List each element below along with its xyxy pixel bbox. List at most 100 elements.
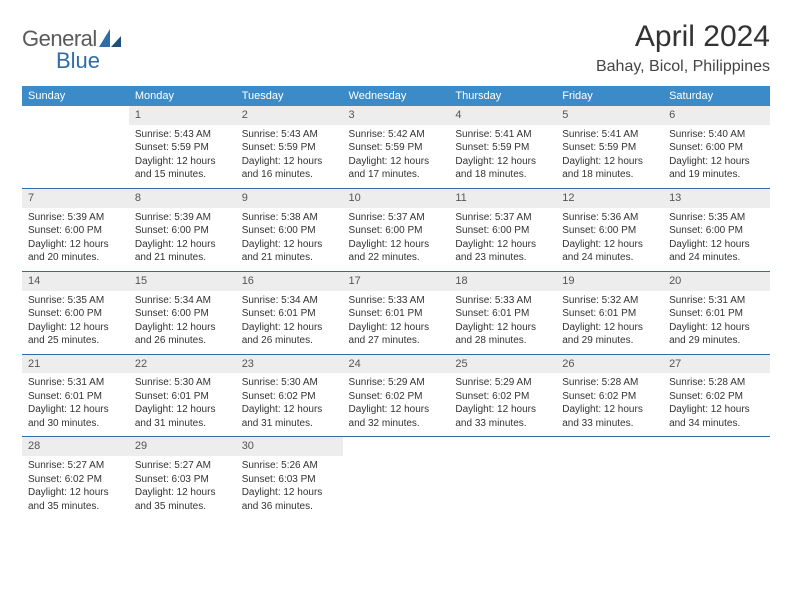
day-number: 28	[22, 437, 129, 456]
day-cell	[449, 437, 556, 519]
sunset-line: Sunset: 6:00 PM	[562, 224, 657, 238]
calendar-table: Sunday Monday Tuesday Wednesday Thursday…	[22, 86, 770, 519]
day-number: 23	[236, 355, 343, 374]
day-body: Sunrise: 5:26 AMSunset: 6:03 PMDaylight:…	[236, 456, 343, 519]
day-body: Sunrise: 5:42 AMSunset: 5:59 PMDaylight:…	[343, 125, 450, 188]
day2-line: and 21 minutes.	[135, 251, 230, 265]
day-body: Sunrise: 5:27 AMSunset: 6:02 PMDaylight:…	[22, 456, 129, 519]
sunrise-line: Sunrise: 5:33 AM	[349, 294, 444, 308]
day-body: Sunrise: 5:28 AMSunset: 6:02 PMDaylight:…	[663, 373, 770, 436]
day-body: Sunrise: 5:29 AMSunset: 6:02 PMDaylight:…	[343, 373, 450, 436]
day2-line: and 34 minutes.	[669, 417, 764, 431]
day2-line: and 20 minutes.	[28, 251, 123, 265]
sunrise-line: Sunrise: 5:35 AM	[669, 211, 764, 225]
day-header: Thursday	[449, 86, 556, 106]
sunrise-line: Sunrise: 5:29 AM	[349, 376, 444, 390]
day-cell: 16Sunrise: 5:34 AMSunset: 6:01 PMDayligh…	[236, 272, 343, 354]
day-cell: 18Sunrise: 5:33 AMSunset: 6:01 PMDayligh…	[449, 272, 556, 354]
day-header: Sunday	[22, 86, 129, 106]
day-body: Sunrise: 5:43 AMSunset: 5:59 PMDaylight:…	[129, 125, 236, 188]
sunrise-line: Sunrise: 5:38 AM	[242, 211, 337, 225]
day-number: 12	[556, 189, 663, 208]
day1-line: Daylight: 12 hours	[455, 155, 550, 169]
sunrise-line: Sunrise: 5:27 AM	[135, 459, 230, 473]
sunset-line: Sunset: 6:02 PM	[669, 390, 764, 404]
day2-line: and 28 minutes.	[455, 334, 550, 348]
sunset-line: Sunset: 6:00 PM	[28, 224, 123, 238]
day-number: 30	[236, 437, 343, 456]
day-body: Sunrise: 5:34 AMSunset: 6:00 PMDaylight:…	[129, 291, 236, 354]
day1-line: Daylight: 12 hours	[242, 403, 337, 417]
day1-line: Daylight: 12 hours	[28, 403, 123, 417]
day-number: 22	[129, 355, 236, 374]
sunrise-line: Sunrise: 5:37 AM	[455, 211, 550, 225]
sunrise-line: Sunrise: 5:27 AM	[28, 459, 123, 473]
sunrise-line: Sunrise: 5:30 AM	[135, 376, 230, 390]
day-cell: 6Sunrise: 5:40 AMSunset: 6:00 PMDaylight…	[663, 106, 770, 188]
day1-line: Daylight: 12 hours	[455, 238, 550, 252]
title-block: April 2024 Bahay, Bicol, Philippines	[596, 20, 770, 76]
sunrise-line: Sunrise: 5:28 AM	[562, 376, 657, 390]
sunrise-line: Sunrise: 5:36 AM	[562, 211, 657, 225]
day-cell: 13Sunrise: 5:35 AMSunset: 6:00 PMDayligh…	[663, 189, 770, 271]
day1-line: Daylight: 12 hours	[349, 321, 444, 335]
day1-line: Daylight: 12 hours	[242, 238, 337, 252]
day1-line: Daylight: 12 hours	[349, 403, 444, 417]
day-cell: 2Sunrise: 5:43 AMSunset: 5:59 PMDaylight…	[236, 106, 343, 188]
week-row: 21Sunrise: 5:31 AMSunset: 6:01 PMDayligh…	[22, 355, 770, 437]
day-body: Sunrise: 5:37 AMSunset: 6:00 PMDaylight:…	[449, 208, 556, 271]
day-cell	[343, 437, 450, 519]
day-cell: 29Sunrise: 5:27 AMSunset: 6:03 PMDayligh…	[129, 437, 236, 519]
sunrise-line: Sunrise: 5:39 AM	[28, 211, 123, 225]
day-cell: 4Sunrise: 5:41 AMSunset: 5:59 PMDaylight…	[449, 106, 556, 188]
week-row: 28Sunrise: 5:27 AMSunset: 6:02 PMDayligh…	[22, 437, 770, 519]
day-body: Sunrise: 5:31 AMSunset: 6:01 PMDaylight:…	[22, 373, 129, 436]
sunset-line: Sunset: 6:01 PM	[349, 307, 444, 321]
day-header: Saturday	[663, 86, 770, 106]
sunrise-line: Sunrise: 5:26 AM	[242, 459, 337, 473]
day1-line: Daylight: 12 hours	[135, 321, 230, 335]
day-number: 19	[556, 272, 663, 291]
day2-line: and 29 minutes.	[562, 334, 657, 348]
day-body: Sunrise: 5:41 AMSunset: 5:59 PMDaylight:…	[556, 125, 663, 188]
sunrise-line: Sunrise: 5:31 AM	[28, 376, 123, 390]
sunset-line: Sunset: 6:02 PM	[455, 390, 550, 404]
sunrise-line: Sunrise: 5:41 AM	[562, 128, 657, 142]
day-number: 3	[343, 106, 450, 125]
sunset-line: Sunset: 6:00 PM	[349, 224, 444, 238]
day-cell	[663, 437, 770, 519]
day-body: Sunrise: 5:43 AMSunset: 5:59 PMDaylight:…	[236, 125, 343, 188]
day1-line: Daylight: 12 hours	[562, 155, 657, 169]
day1-line: Daylight: 12 hours	[669, 155, 764, 169]
day2-line: and 30 minutes.	[28, 417, 123, 431]
day-body: Sunrise: 5:41 AMSunset: 5:59 PMDaylight:…	[449, 125, 556, 188]
sunrise-line: Sunrise: 5:43 AM	[242, 128, 337, 142]
day1-line: Daylight: 12 hours	[562, 238, 657, 252]
day-cell: 12 Sunrise: 5:36 AMSunset: 6:00 PMDayligh…	[556, 189, 663, 271]
day-body: Sunrise: 5:35 AMSunset: 6:00 PMDaylight:…	[22, 291, 129, 354]
day-header: Tuesday	[236, 86, 343, 106]
day-cell: 10Sunrise: 5:37 AMSunset: 6:00 PMDayligh…	[343, 189, 450, 271]
sunset-line: Sunset: 6:00 PM	[28, 307, 123, 321]
sunset-line: Sunset: 6:00 PM	[669, 224, 764, 238]
day2-line: and 32 minutes.	[349, 417, 444, 431]
day-body: Sunrise: 5:30 AMSunset: 6:01 PMDaylight:…	[129, 373, 236, 436]
day1-line: Daylight: 12 hours	[349, 155, 444, 169]
day-number: 6	[663, 106, 770, 125]
day-number: 18	[449, 272, 556, 291]
day-header: Wednesday	[343, 86, 450, 106]
day-cell: 30Sunrise: 5:26 AMSunset: 6:03 PMDayligh…	[236, 437, 343, 519]
week-row: 14Sunrise: 5:35 AMSunset: 6:00 PMDayligh…	[22, 272, 770, 354]
day2-line: and 17 minutes.	[349, 168, 444, 182]
day-number: 13	[663, 189, 770, 208]
day-number: 29	[129, 437, 236, 456]
sunset-line: Sunset: 6:01 PM	[135, 390, 230, 404]
sunrise-line: Sunrise: 5:29 AM	[455, 376, 550, 390]
sunrise-line: Sunrise: 5:43 AM	[135, 128, 230, 142]
day-header: Monday	[129, 86, 236, 106]
day2-line: and 18 minutes.	[562, 168, 657, 182]
day-body: Sunrise: 5:37 AMSunset: 6:00 PMDaylight:…	[343, 208, 450, 271]
day2-line: and 35 minutes.	[28, 500, 123, 514]
sunset-line: Sunset: 6:01 PM	[562, 307, 657, 321]
day1-line: Daylight: 12 hours	[562, 403, 657, 417]
